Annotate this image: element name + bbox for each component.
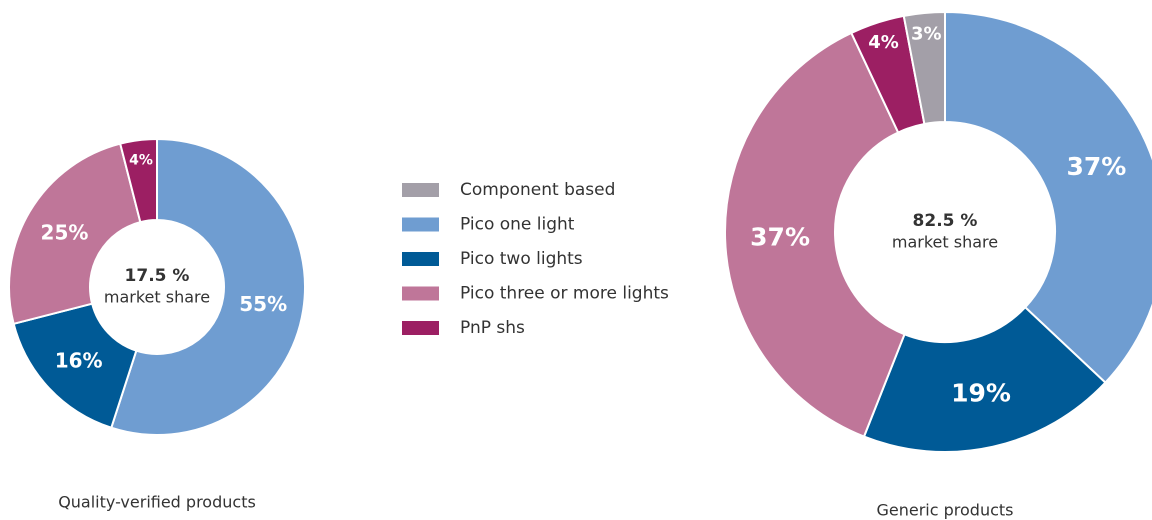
center-market-share-value: 17.5 % (125, 266, 190, 286)
legend: Component based Pico one light Pico two li… (402, 180, 669, 338)
slice-pico-two-lights (862, 305, 1107, 453)
legend-label: Component based (460, 180, 615, 200)
data-label-pico-one-light: 37% (1067, 152, 1127, 181)
legend-item-pnp-shs: PnP shs (402, 318, 525, 338)
data-label-pico-two-lights: 16% (55, 349, 103, 373)
chart-title: Quality-verified products (58, 493, 256, 512)
legend-swatch (402, 286, 439, 301)
legend-item-pico-two-lights: Pico two lights (402, 249, 583, 269)
slice-pico-two-lights (12, 302, 138, 430)
slice-component-based (902, 10, 946, 126)
slice-pico-three-or-more-lights (8, 142, 142, 326)
legend-swatch (402, 217, 439, 232)
center-market-share-label: market share (104, 288, 210, 307)
legend-item-pico-three-or-more-lights: Pico three or more lights (402, 284, 669, 304)
legend-label: Pico one light (460, 215, 575, 235)
center-market-share-label: market share (892, 233, 998, 252)
slice-pico-three-or-more-lights (724, 31, 906, 438)
legend-item-component-based: Component based (402, 180, 615, 200)
quality-verified-donut-chart: 55% 16% 25% 4% 17.5 % market share Quality-ver… (8, 137, 306, 512)
legend-swatch (402, 321, 439, 335)
slice-pico-one-light (110, 137, 306, 436)
legend-item-pico-one-light: Pico one light (402, 215, 575, 235)
legend-label: PnP shs (460, 318, 525, 338)
data-label-pico-three-or-more-lights: 25% (41, 220, 89, 244)
data-label-pico-three-or-more-lights: 37% (750, 223, 810, 252)
legend-label: Pico three or more lights (460, 284, 669, 304)
data-label-component-based: 3% (911, 23, 942, 44)
data-label-pnp-shs: 4% (868, 32, 899, 53)
slice-pnp-shs (118, 137, 158, 224)
chart-title: Generic products (876, 501, 1013, 520)
slice-pico-one-light (944, 10, 1152, 385)
legend-swatch (402, 252, 439, 266)
data-label-pnp-shs: 4% (129, 153, 153, 169)
data-label-pico-one-light: 55% (239, 292, 287, 316)
data-label-pico-two-lights: 19% (951, 379, 1011, 408)
legend-label: Pico two lights (460, 249, 583, 269)
generic-products-donut-chart: 37% 19% 37% 4% 3% 82.5 % market share Generic p… (724, 10, 1152, 520)
legend-swatch (402, 183, 439, 197)
center-market-share-value: 82.5 % (913, 211, 978, 231)
